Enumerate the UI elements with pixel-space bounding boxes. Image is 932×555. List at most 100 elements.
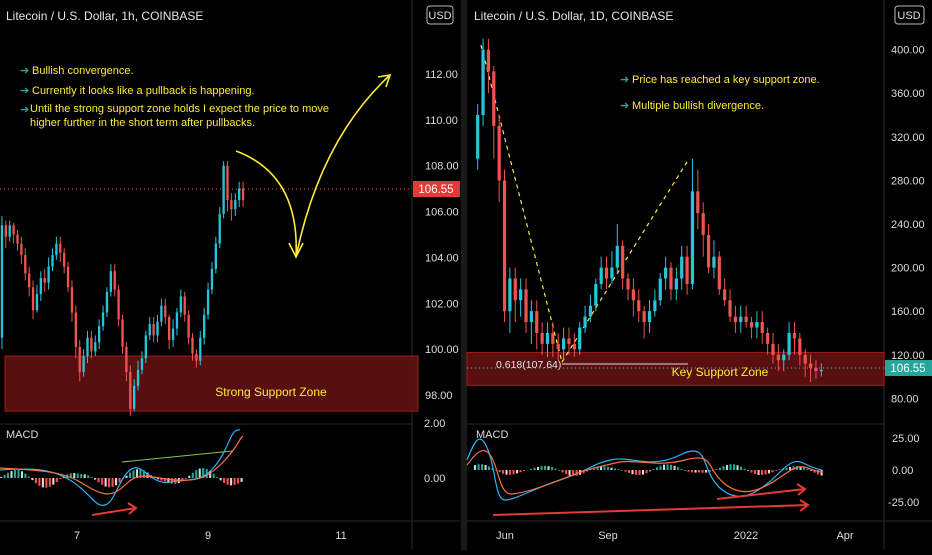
candle-body (524, 289, 527, 322)
candle-body (129, 372, 131, 409)
candle-body (152, 324, 154, 335)
macd-hist-bar (125, 476, 127, 478)
candle-body (36, 294, 38, 310)
macd-hist-bar (803, 467, 805, 470)
macd-hist-bar (562, 470, 564, 472)
candle-body (820, 370, 823, 371)
macd-hist-bar (523, 470, 525, 471)
macd-hist-bar (660, 466, 662, 470)
macd-hist-bar (499, 470, 501, 472)
candle-body (498, 126, 501, 180)
macd-hist-bar (115, 478, 117, 485)
candle-body (551, 333, 554, 344)
candle-body (44, 278, 46, 283)
macd-hist-bar (509, 470, 511, 475)
macd-hist-bar (502, 470, 504, 474)
candle-body (766, 333, 769, 344)
macd-hist-bar (195, 470, 197, 478)
macd-hist-bar (758, 470, 760, 475)
candle-body (691, 191, 694, 284)
candle-body (219, 214, 221, 244)
price-tick-label: 160.00 (891, 306, 925, 318)
candle-body (804, 355, 807, 364)
candle-body (562, 338, 565, 349)
macd-hist-bar (132, 470, 134, 478)
macd-hist-bar (0, 477, 2, 478)
price-tick-label: 106.00 (425, 207, 459, 219)
candle-body (814, 368, 817, 371)
candle-body (702, 213, 705, 235)
candle-body (787, 333, 790, 355)
macd-hist-bar (485, 465, 487, 470)
candle-body (782, 355, 785, 360)
macd-hist-bar (569, 470, 571, 475)
macd-hist-bar (488, 466, 490, 470)
macd-hist-bar (726, 465, 728, 470)
left-time-label: 11 (335, 530, 346, 542)
right-currency-badge[interactable]: USD (895, 6, 924, 24)
macd-hist-bar (744, 469, 746, 470)
candle-body (546, 333, 549, 344)
macd-hist-bar (663, 465, 665, 470)
macd-hist-bar (670, 465, 672, 470)
candle-body (106, 292, 108, 313)
macd-hist-bar (28, 477, 30, 478)
macd-hist-bar (821, 470, 823, 476)
candle-body (476, 115, 479, 159)
candle-body (133, 386, 135, 409)
candle-body (809, 364, 812, 368)
chart-divider[interactable] (461, 0, 467, 550)
macd-hist-bar (237, 478, 239, 484)
candle-body (771, 344, 774, 355)
candle-body (793, 333, 796, 338)
macd-hist-bar (618, 469, 620, 470)
candle-body (492, 71, 495, 125)
left-macd-tick: 2.00 (424, 418, 445, 430)
candle-body (12, 225, 14, 234)
candle-body (215, 244, 217, 269)
left-note-arrow-icon: ➔ (20, 104, 29, 116)
right-time-label: Jun (496, 530, 514, 542)
candle-body (573, 344, 576, 349)
macd-hist-bar (625, 470, 627, 472)
price-tick-label: 360.00 (891, 88, 925, 100)
macd-hist-bar (681, 469, 683, 470)
candle-body (487, 50, 490, 72)
macd-hist-bar (607, 467, 609, 470)
candle-body (71, 287, 73, 312)
price-tick-label: 102.00 (425, 298, 459, 310)
left-currency-label: USD (428, 10, 451, 22)
macd-hist-bar (768, 470, 770, 473)
candle-body (578, 328, 581, 350)
macd-hist-bar (565, 470, 567, 474)
candle-body (605, 268, 608, 279)
macd-hist-bar (611, 468, 613, 470)
candle-body (90, 338, 92, 352)
right-time-label: 2022 (734, 530, 758, 542)
candle-body (24, 255, 26, 273)
left-currency-badge[interactable]: USD (427, 6, 453, 24)
macd-hist-bar (677, 467, 679, 470)
candle-body (755, 322, 758, 327)
macd-hist-bar (810, 470, 812, 471)
macd-hist-bar (656, 467, 658, 470)
macd-hist-bar (185, 478, 187, 479)
macd-hist-bar (230, 478, 232, 485)
macd-hist-bar (56, 478, 58, 482)
candle-body (707, 235, 710, 268)
macd-hist-bar (548, 466, 550, 470)
candle-body (723, 289, 726, 300)
candle-body (102, 312, 104, 326)
candle-body (675, 278, 678, 289)
candle-body (149, 324, 151, 335)
left-note-3: Until the strong support zone holds I ex… (30, 102, 330, 130)
right-macd-tick: -25.00 (888, 497, 919, 509)
candle-body (75, 312, 77, 346)
candle-body (141, 358, 143, 369)
candle-body (659, 278, 662, 300)
right-note-1: Price has reached a key support zone. (632, 74, 820, 86)
candle-body (669, 268, 672, 290)
macd-hist-bar (91, 477, 93, 478)
right-note-2: Multiple bullish divergence. (632, 100, 764, 112)
macd-hist-bar (520, 470, 522, 472)
